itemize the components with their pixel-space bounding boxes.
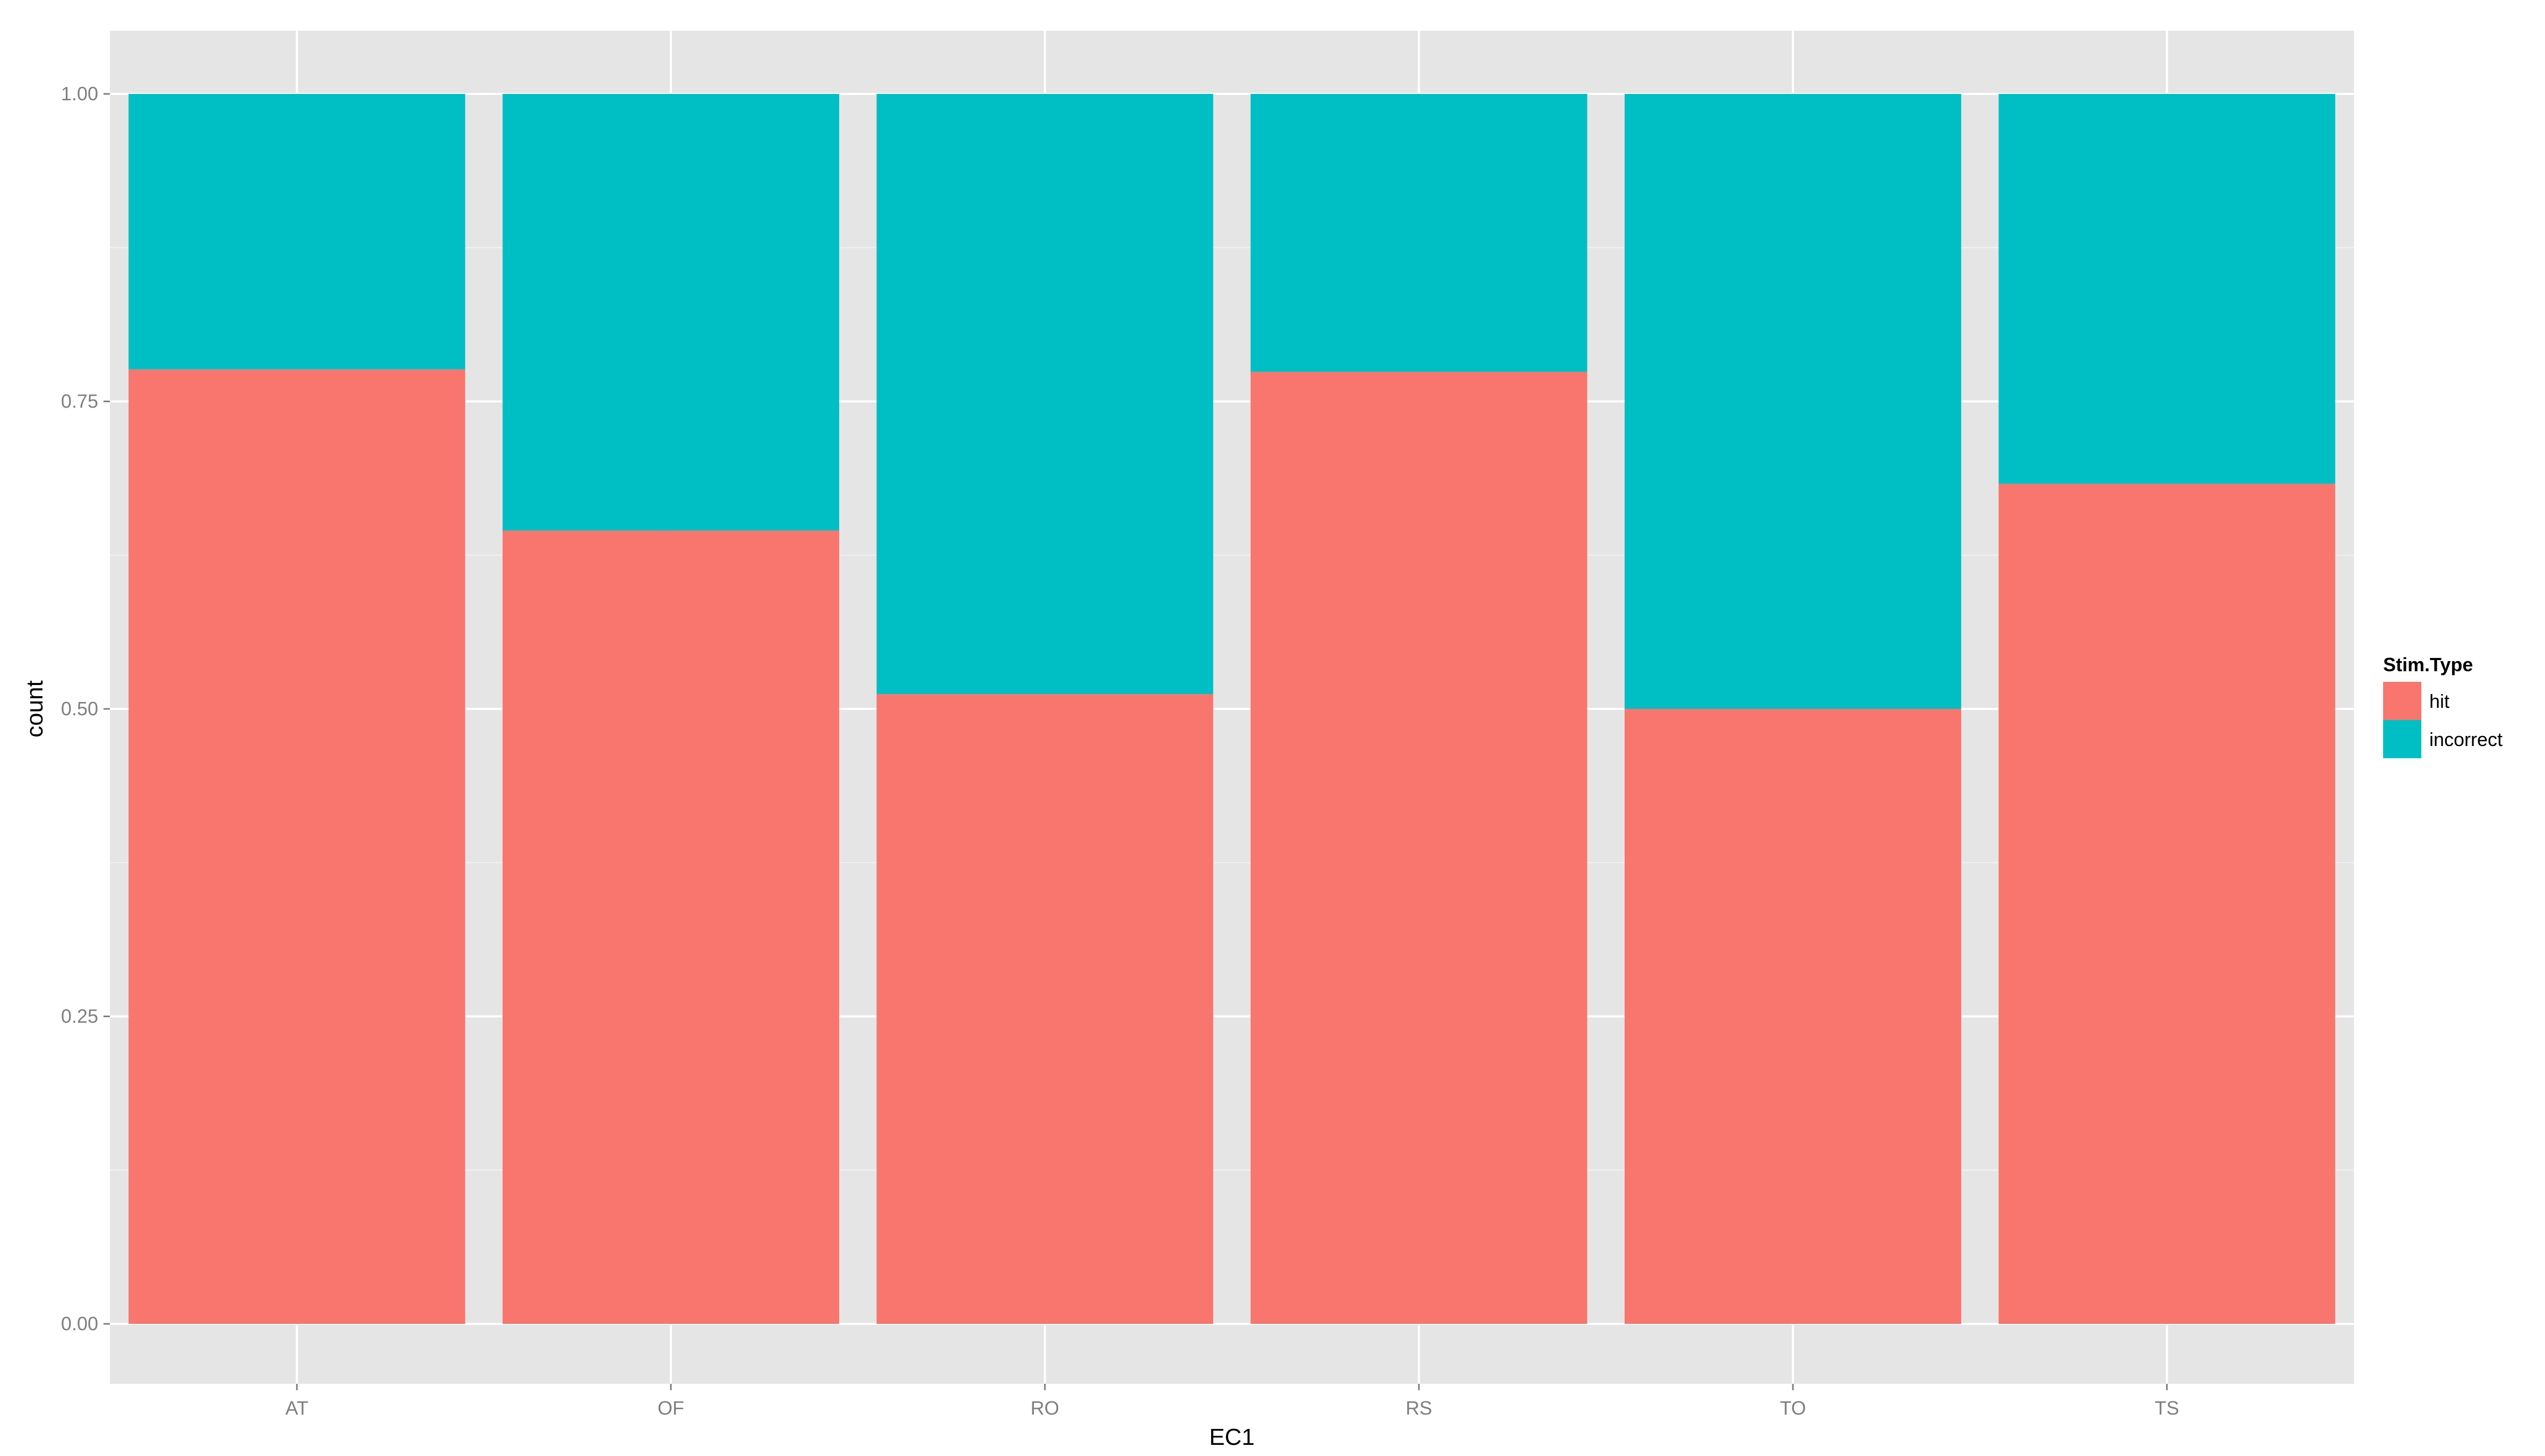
x-axis-title: EC1: [1209, 1424, 1255, 1450]
x-tick-label: TO: [1780, 1397, 1806, 1419]
bar-incorrect-TO: [1624, 94, 1962, 709]
legend: Stim.Type hit incorrect: [2383, 654, 2503, 758]
panel-background: [110, 31, 2354, 1384]
x-tick-label: RO: [1031, 1397, 1059, 1419]
bar-hit-TO: [1624, 709, 1962, 1324]
bar-hit-TS: [1998, 483, 2335, 1324]
legend-title: Stim.Type: [2383, 654, 2473, 675]
legend-label-incorrect: incorrect: [2429, 729, 2503, 750]
bar-hit-RO: [876, 694, 1213, 1324]
y-tick-label: 0.00: [61, 1313, 98, 1334]
y-tick-label: 1.00: [61, 83, 98, 105]
legend-key-hit: [2383, 682, 2421, 720]
x-tick-label: TS: [2155, 1397, 2179, 1419]
minor-gridlines: [110, 247, 2354, 1171]
bar-hit-AT: [128, 369, 465, 1324]
x-tick-label: AT: [286, 1397, 308, 1419]
bar-incorrect-RO: [876, 94, 1213, 695]
x-axis-ticks: AT OF RO RS TO TS: [286, 1384, 2179, 1419]
x-tick-label: RS: [1405, 1397, 1432, 1419]
legend-label-hit: hit: [2429, 690, 2449, 712]
x-tick-label: OF: [658, 1397, 684, 1419]
y-tick-label: 0.50: [61, 698, 98, 720]
legend-key-incorrect: [2383, 720, 2421, 758]
bar-incorrect-TS: [1998, 94, 2335, 484]
y-tick-label: 0.25: [61, 1006, 98, 1027]
bar-layer: [128, 94, 2335, 1324]
y-axis-title: count: [22, 680, 48, 738]
bar-incorrect-RS: [1250, 94, 1588, 372]
bar-hit-RS: [1250, 371, 1588, 1324]
bar-hit-OF: [502, 530, 840, 1324]
bar-incorrect-AT: [128, 94, 465, 370]
y-axis-ticks: 0.00 0.25 0.50 0.75 1.00: [61, 83, 110, 1334]
bar-incorrect-OF: [502, 94, 840, 531]
y-tick-label: 0.75: [61, 391, 98, 412]
